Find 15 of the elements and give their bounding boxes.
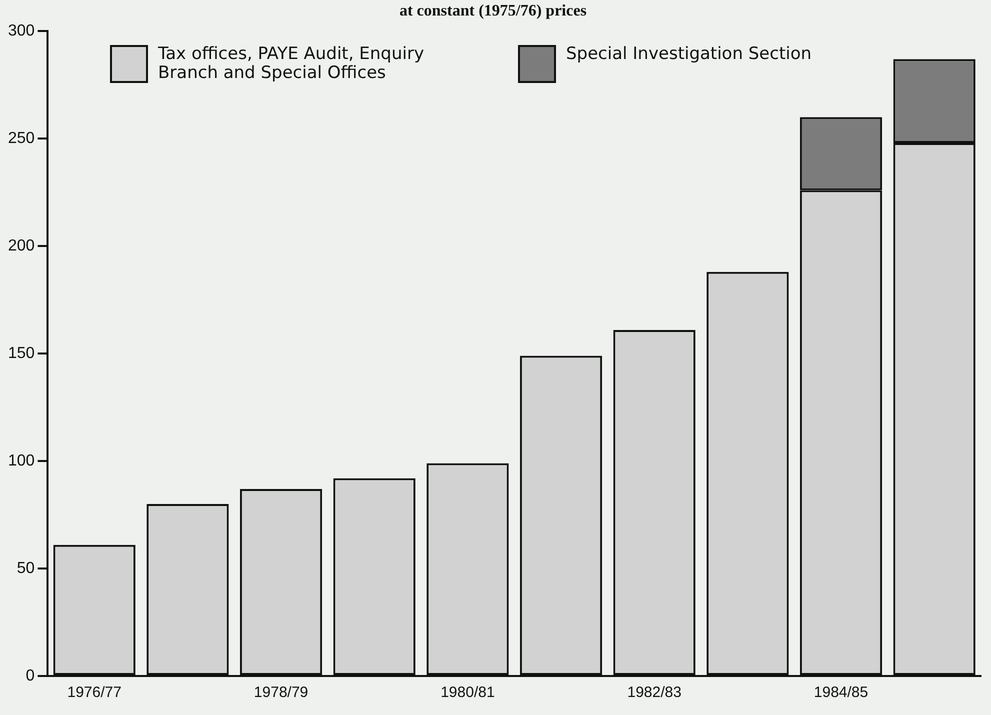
chart-title: at constant (1975/76) prices xyxy=(399,2,587,20)
y-tick-label: 100 xyxy=(8,452,35,470)
y-tick-label: 50 xyxy=(16,560,35,577)
y-tick-label: 250 xyxy=(8,130,35,148)
x-tick-label: 1980/81 xyxy=(440,684,495,702)
y-tick-label: 150 xyxy=(8,345,35,362)
y-tick-label: 200 xyxy=(8,238,35,255)
y-tick-label: 0 xyxy=(26,667,35,684)
x-tick-label: 1982/83 xyxy=(627,684,682,702)
x-tick-label: 1976/77 xyxy=(67,684,122,702)
y-tick-label: 300 xyxy=(8,22,35,40)
legend-label: Special Investigation Section xyxy=(566,44,812,64)
x-tick-label: 1984/85 xyxy=(814,684,868,702)
legend-label: Tax offices, PAYE Audit, Enquiry Branch and Special Offices xyxy=(158,44,426,83)
x-tick-label: 1978/79 xyxy=(254,684,308,702)
